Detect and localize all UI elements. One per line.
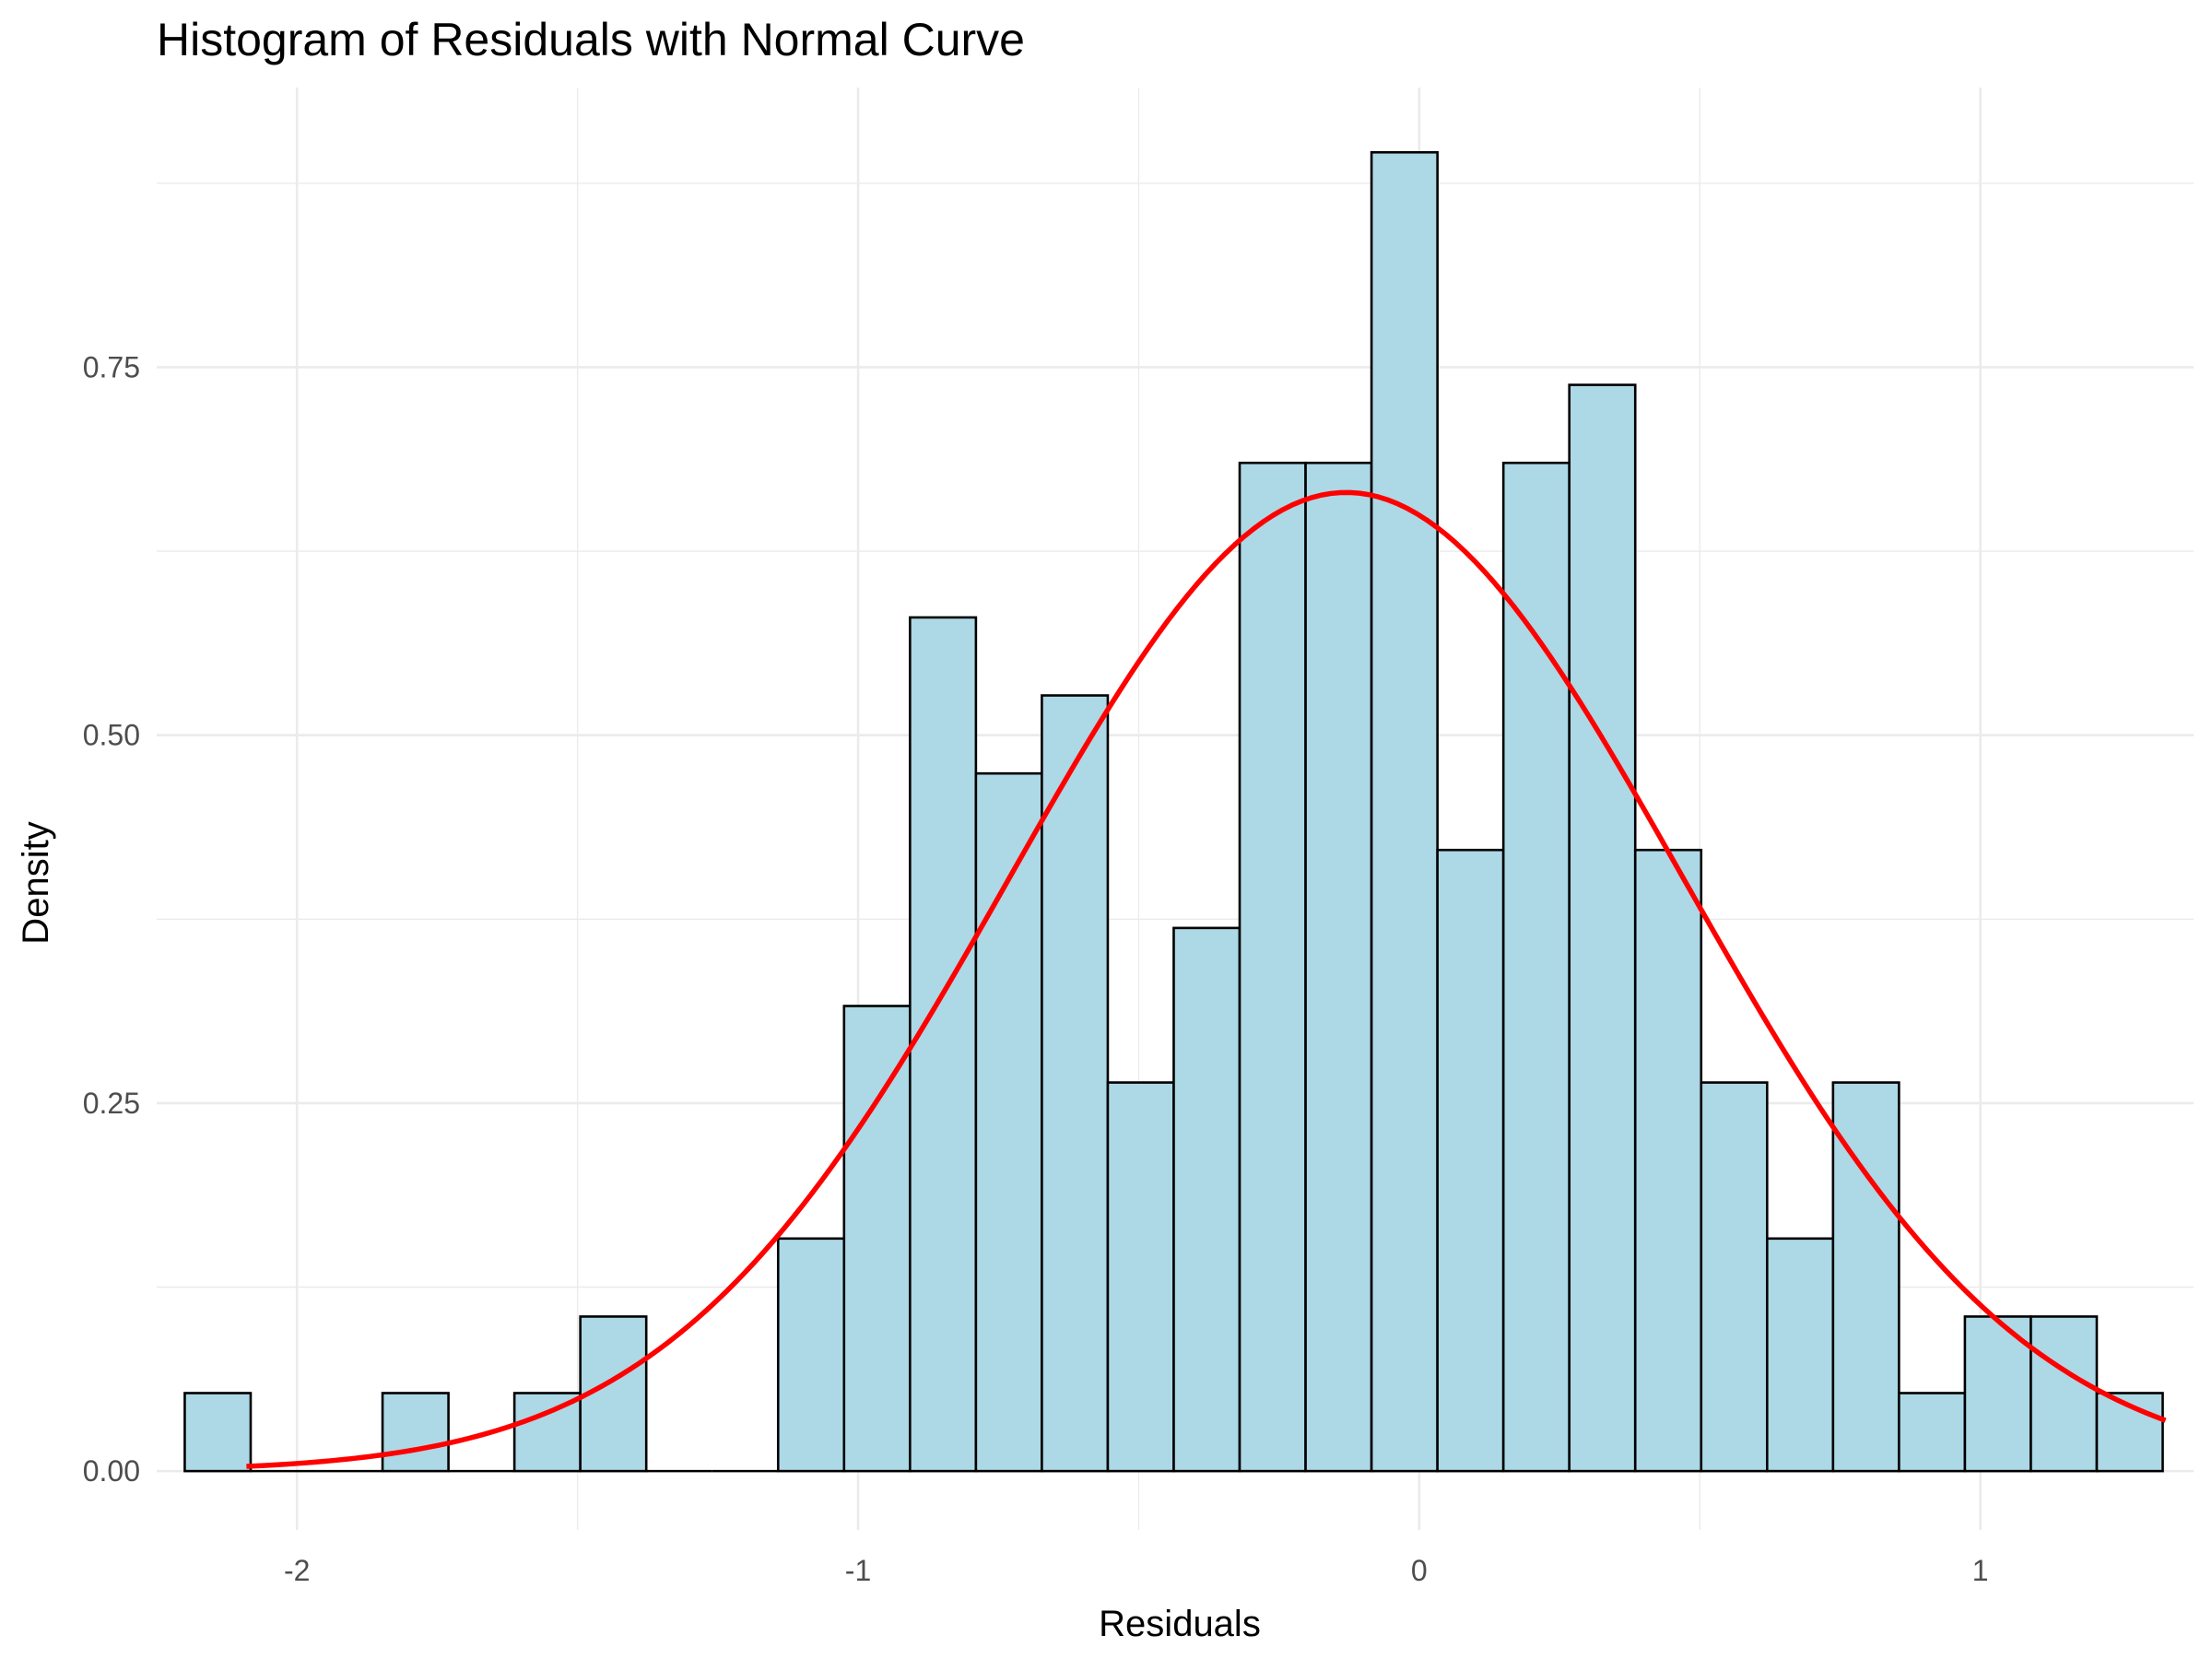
histogram-bar bbox=[1568, 383, 1637, 1473]
histogram-bar bbox=[1766, 1237, 1835, 1473]
x-tick-label: -1 bbox=[845, 1554, 871, 1587]
histogram-bar bbox=[1700, 1081, 1769, 1473]
histogram-bar bbox=[1370, 150, 1439, 1473]
histogram-bar bbox=[1041, 694, 1110, 1473]
y-axis-label: Density bbox=[16, 821, 56, 944]
histogram-bar bbox=[1304, 461, 1373, 1473]
histogram-bar bbox=[1106, 1081, 1175, 1473]
y-tick-label: 0.50 bbox=[83, 719, 140, 752]
histogram-bars bbox=[183, 150, 2164, 1473]
x-tick-label: 1 bbox=[1972, 1554, 1989, 1587]
histogram-bar bbox=[1436, 848, 1505, 1473]
histogram-bar bbox=[909, 616, 978, 1473]
histogram-bar bbox=[1238, 461, 1307, 1473]
normal-curve-layer bbox=[246, 489, 2167, 1469]
x-axis-label: Residuals bbox=[1099, 1604, 1261, 1644]
x-tick-label: -2 bbox=[284, 1554, 310, 1587]
histogram-bar bbox=[974, 771, 1043, 1473]
histogram-bar bbox=[381, 1392, 450, 1473]
y-tick-label: 0.75 bbox=[83, 350, 140, 383]
histogram-bar bbox=[1501, 461, 1571, 1473]
histogram-bar bbox=[1963, 1315, 2032, 1473]
y-tick-label: 0.25 bbox=[83, 1087, 140, 1120]
normal-curve bbox=[246, 489, 2167, 1469]
chart-title: Histogram of Residuals with Normal Curve bbox=[157, 14, 1025, 65]
x-tick-label: 0 bbox=[1411, 1554, 1428, 1587]
y-tick-label: 0.00 bbox=[83, 1454, 140, 1488]
histogram-bar bbox=[776, 1237, 846, 1473]
histogram-bar bbox=[183, 1392, 253, 1473]
tick-labels: -2 -1 0 1 0.00 0.25 0.50 0.75 bbox=[83, 350, 1989, 1587]
histogram-bar bbox=[1898, 1392, 1967, 1473]
histogram-bar bbox=[842, 1005, 912, 1473]
histogram-bar bbox=[1172, 926, 1241, 1473]
histogram-bar bbox=[1633, 848, 1703, 1473]
histogram-bar bbox=[2030, 1315, 2099, 1473]
